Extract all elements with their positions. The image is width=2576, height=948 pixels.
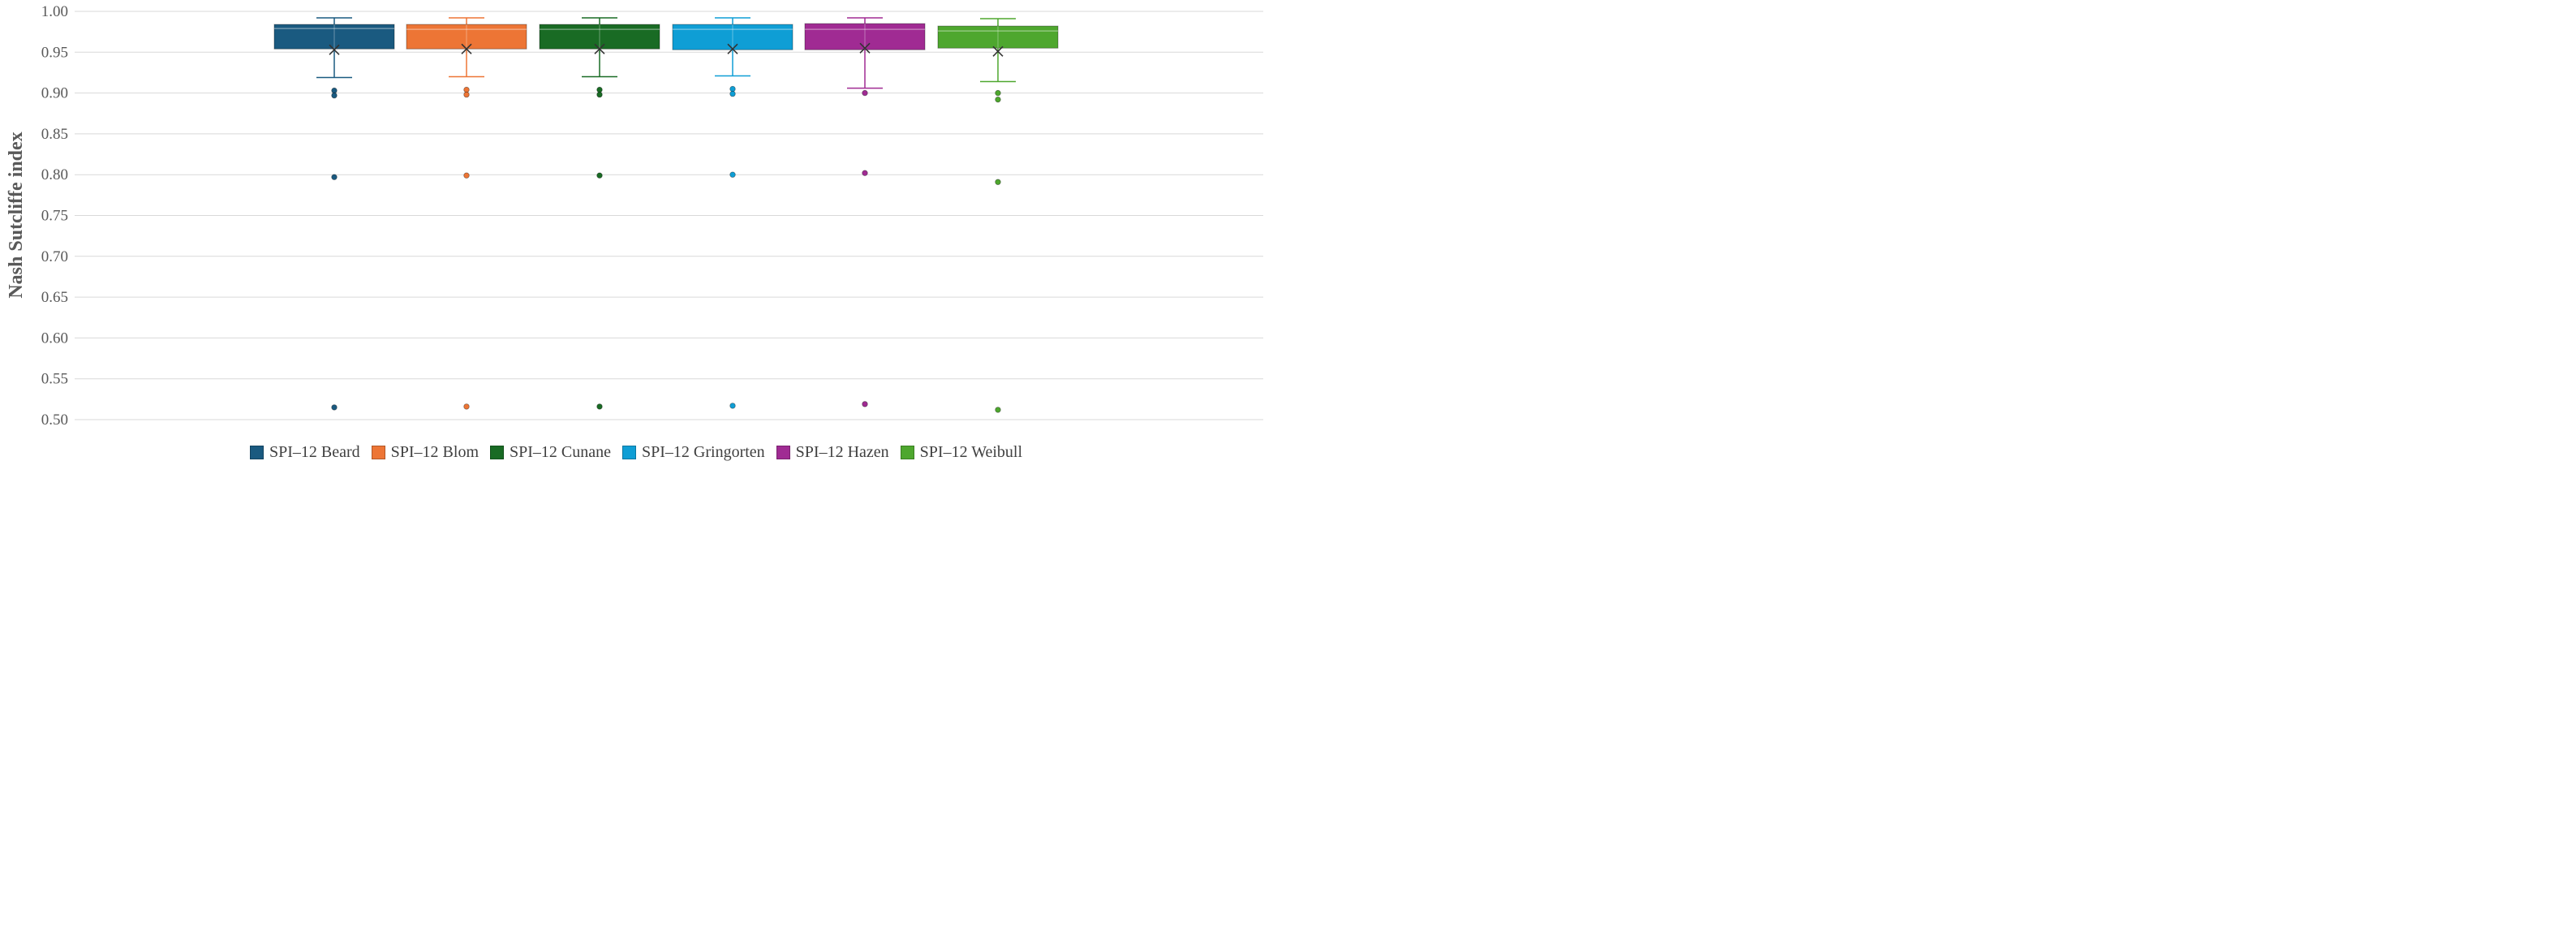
legend-swatch <box>490 446 504 459</box>
legend-label: SPI–12 Gringorten <box>642 443 765 461</box>
outlier-point <box>596 86 603 93</box>
box-series <box>539 17 660 410</box>
y-tick-label: 0.80 <box>41 166 68 183</box>
iqr-box <box>804 23 926 50</box>
legend-label: SPI–12 Weibull <box>919 443 1023 461</box>
y-tick-label: 0.50 <box>41 412 68 429</box>
outlier-point <box>729 90 736 97</box>
mean-marker <box>859 42 871 54</box>
outlier-point <box>463 86 470 93</box>
y-tick-label: 0.85 <box>41 126 68 143</box>
outlier-point <box>331 174 338 180</box>
y-axis-tick-labels: 0.50 0.55 0.60 0.65 0.70 0.75 0.80 0.85 0.90 0.95… <box>41 3 68 429</box>
outlier-point <box>463 91 470 98</box>
legend-swatch <box>371 446 385 459</box>
box-series <box>672 17 793 409</box>
mean-marker <box>461 43 472 54</box>
chart-legend: SPI–12 Beard SPI–12 Blom SPI–12 Cunane SPI–… <box>0 443 1272 462</box>
legend-item: SPI–12 Weibull <box>900 443 1023 462</box>
y-axis-title: Nash Sutcliffe index <box>6 131 27 298</box>
outlier-point <box>729 171 736 178</box>
outlier-point <box>463 403 470 410</box>
y-tick-label: 0.55 <box>41 371 68 388</box>
outlier-point <box>463 172 470 179</box>
mean-marker <box>727 43 738 54</box>
legend-swatch <box>622 446 636 459</box>
outlier-point <box>995 179 1001 185</box>
outlier-point <box>331 92 338 99</box>
iqr-box <box>273 24 395 50</box>
legend-item: SPI–12 Gringorten <box>622 443 765 462</box>
box-series <box>937 18 1059 413</box>
legend-label: SPI–12 Blom <box>390 443 479 461</box>
outlier-point <box>596 172 603 179</box>
grid-lines <box>75 11 1263 420</box>
outlier-point <box>729 403 736 409</box>
outlier-point <box>596 403 603 410</box>
outlier-point <box>995 407 1001 413</box>
outlier-point <box>331 87 338 94</box>
legend-swatch <box>249 446 264 459</box>
outlier-point <box>995 89 1001 97</box>
outlier-point <box>596 91 603 98</box>
legend-label: SPI–12 Cunane <box>510 443 611 461</box>
box-series-layer <box>273 17 1059 413</box>
y-tick-label: 0.65 <box>41 289 68 306</box>
box-series <box>273 17 395 411</box>
iqr-box <box>937 25 1059 49</box>
legend-label: SPI–12 Hazen <box>795 443 889 461</box>
iqr-box <box>672 24 793 50</box>
box-plot-chart: 0.50 0.55 0.60 0.65 0.70 0.75 0.80 0.85 0.90 0.95… <box>6 3 1263 429</box>
outlier-point <box>729 85 736 93</box>
outlier-point <box>862 401 868 407</box>
mean-marker <box>329 44 340 55</box>
legend-item: SPI–12 Beard <box>249 443 360 462</box>
y-tick-label: 0.70 <box>41 248 68 265</box>
mean-marker <box>992 45 1004 57</box>
y-tick-label: 0.75 <box>41 208 68 225</box>
y-tick-label: 0.60 <box>41 330 68 347</box>
outlier-point <box>862 170 868 176</box>
legend-item: SPI–12 Blom <box>371 443 479 462</box>
box-series <box>804 17 926 407</box>
y-tick-label: 0.90 <box>41 85 68 102</box>
legend-label: SPI–12 Beard <box>269 443 360 461</box>
box-series <box>406 17 527 410</box>
legend-item: SPI–12 Hazen <box>776 443 889 462</box>
y-tick-label: 0.95 <box>41 44 68 61</box>
outlier-point <box>995 96 1001 103</box>
iqr-box <box>406 24 527 50</box>
mean-marker <box>594 43 605 54</box>
outlier-point <box>862 89 868 97</box>
outlier-point <box>331 404 338 411</box>
legend-swatch <box>900 446 914 459</box>
legend-item: SPI–12 Cunane <box>490 443 611 462</box>
legend-swatch <box>776 446 790 459</box>
y-tick-label: 1.00 <box>41 3 68 20</box>
iqr-box <box>539 24 660 50</box>
